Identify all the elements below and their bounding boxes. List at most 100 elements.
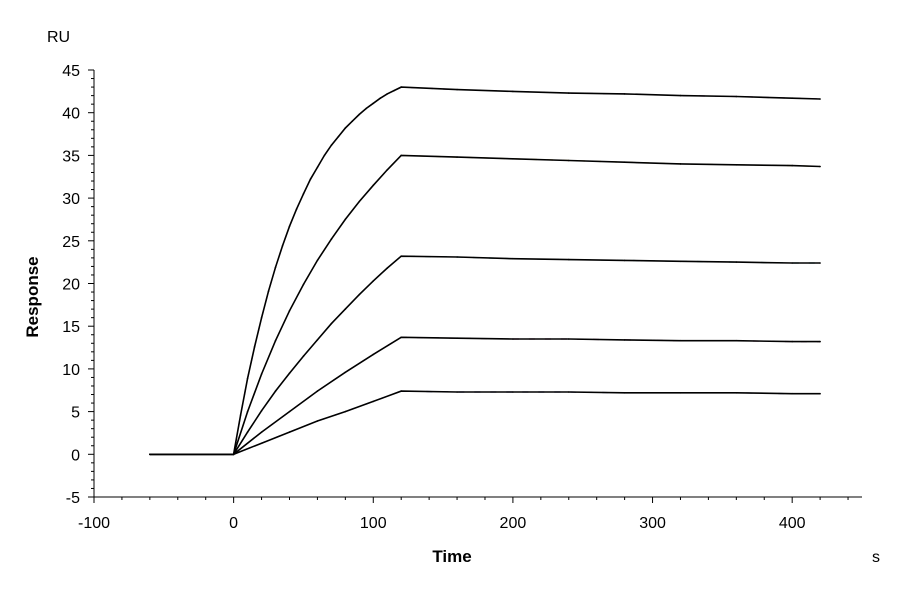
- data-point: [386, 93, 389, 95]
- data-point: [316, 390, 319, 392]
- data-point: [267, 290, 270, 293]
- data-point: [372, 353, 375, 356]
- data-point: [316, 259, 319, 262]
- data-point: [246, 377, 249, 380]
- x-tick-label: 300: [639, 515, 666, 532]
- y-tick-label: 25: [62, 234, 80, 251]
- data-point: [316, 420, 319, 422]
- data-point: [400, 154, 403, 157]
- raw-data-line: [149, 390, 821, 455]
- data-point: [323, 154, 326, 157]
- fit-curve-line: [149, 154, 821, 456]
- y-tick-label: 40: [62, 106, 80, 123]
- data-point: [274, 266, 277, 269]
- data-point: [456, 391, 458, 393]
- y-tick-label: 5: [71, 405, 80, 422]
- data-point: [568, 159, 570, 162]
- data-point: [288, 372, 291, 375]
- data-point: [260, 431, 263, 433]
- data-point: [512, 338, 514, 340]
- data-point: [623, 93, 626, 95]
- y-unit-label: RU: [47, 29, 70, 46]
- data-point: [316, 339, 319, 341]
- raw-data-line: [149, 86, 821, 455]
- data-point: [456, 337, 458, 340]
- data-point: [302, 355, 305, 357]
- data-point: [679, 94, 682, 97]
- data-point: [735, 339, 738, 342]
- y-tick-label: 45: [62, 63, 80, 80]
- data-point: [400, 336, 403, 339]
- data-point: [344, 308, 347, 310]
- data-point: [568, 92, 570, 94]
- data-point: [512, 158, 514, 160]
- data-point: [791, 392, 793, 395]
- data-point: [512, 391, 514, 393]
- data-point: [330, 238, 333, 240]
- y-tick-label: 0: [71, 447, 80, 464]
- raw-data-line: [149, 336, 821, 455]
- data-point: [679, 163, 682, 165]
- data-point: [358, 113, 361, 116]
- data-point: [302, 193, 305, 195]
- data-point: [351, 120, 354, 122]
- ticks-group: -5 0 5 10 15 20 25 30 35 40 45 -100 0 100 200 300 400: [62, 63, 849, 532]
- data-point: [735, 164, 738, 166]
- data-point: [393, 89, 396, 92]
- data-point: [344, 218, 347, 221]
- data-point: [791, 340, 793, 343]
- y-tick-label: 30: [62, 191, 80, 208]
- data-point: [568, 338, 570, 340]
- data-point: [623, 161, 626, 163]
- data-point: [400, 255, 403, 257]
- data-point: [239, 414, 242, 416]
- data-point: [735, 392, 738, 394]
- data-point: [679, 392, 682, 394]
- data-point: [309, 178, 312, 181]
- data-point: [274, 339, 277, 342]
- data-point: [274, 390, 277, 392]
- data-point: [379, 97, 382, 99]
- data-point: [288, 310, 291, 312]
- data-point: [302, 283, 305, 286]
- data-point: [791, 97, 793, 99]
- data-point: [512, 90, 514, 93]
- data-point: [344, 410, 347, 413]
- data-point: [246, 410, 249, 413]
- data-point: [819, 98, 821, 100]
- data-point: [456, 88, 458, 91]
- data-point: [260, 409, 263, 412]
- data-point: [372, 102, 375, 105]
- data-point: [149, 453, 151, 456]
- data-point: [568, 258, 570, 261]
- data-point: [735, 261, 738, 263]
- data-point: [358, 200, 361, 203]
- y-tick-label: -5: [66, 490, 80, 507]
- data-point: [288, 410, 291, 413]
- data-point: [679, 260, 682, 263]
- data-point: [400, 86, 403, 88]
- data-point: [679, 339, 682, 342]
- data-point: [288, 431, 291, 433]
- data-point: [819, 262, 821, 264]
- data-point: [623, 339, 626, 341]
- data-point: [456, 256, 458, 258]
- y-tick-label: 20: [62, 277, 80, 294]
- data-point: [400, 390, 403, 392]
- data-point: [358, 293, 361, 296]
- fit-curves-group: [149, 86, 821, 456]
- data-point: [372, 400, 375, 403]
- fit-curve-line: [149, 86, 821, 456]
- data-point: [281, 245, 284, 247]
- x-unit-label: s: [872, 549, 880, 566]
- y-axis-title: Response: [23, 256, 42, 337]
- data-point: [337, 135, 340, 138]
- y-tick-label: 35: [62, 148, 80, 165]
- data-point: [260, 373, 263, 375]
- fit-curve-line: [149, 336, 821, 456]
- data-point: [568, 391, 570, 393]
- raw-data-line: [149, 255, 821, 455]
- data-point: [344, 127, 347, 129]
- data-point: [365, 107, 368, 110]
